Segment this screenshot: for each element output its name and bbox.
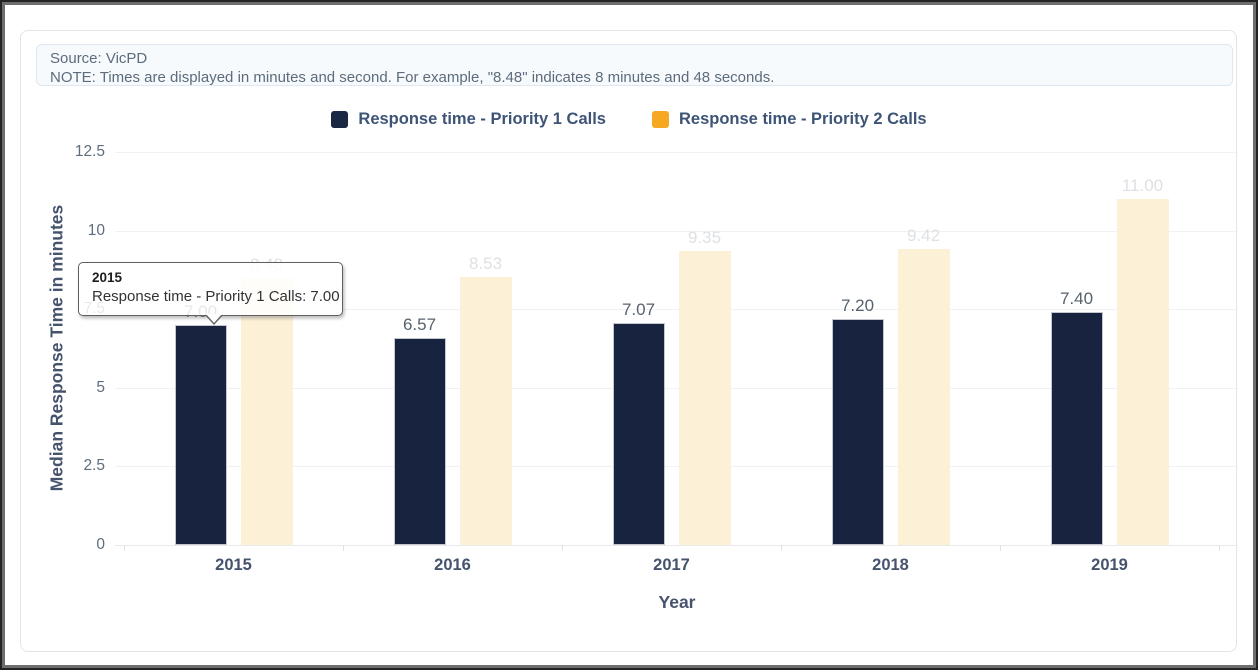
x-axis-tick [1219,545,1220,551]
y-axis-tick-label: 12.5 [74,143,105,160]
x-axis-category-label[interactable]: 2015 [215,556,252,574]
source-note-box: Source: VicPD NOTE: Times are displayed … [36,44,1233,86]
legend-label-priority-2: Response time - Priority 2 Calls [679,109,927,128]
x-axis-tick [562,545,563,551]
bar-value-label: 9.42 [906,225,941,245]
bar-2016-series-2[interactable] [459,276,512,545]
bar-2019-series-2[interactable] [1116,199,1169,545]
tooltip-title: 2015 [92,270,123,285]
bar-2017-series-1[interactable] [612,322,665,545]
bar-value-label: 7.07 [621,299,656,319]
x-axis-tick [781,545,782,551]
source-line: Source: VicPD [50,50,148,67]
tooltip-caret-icon [206,314,222,323]
y-axis-tick-label: 0 [96,536,105,553]
y-gridline [115,152,1238,153]
note-line: NOTE: Times are displayed in minutes and… [50,69,775,87]
x-axis-category-label[interactable]: 2016 [434,556,471,574]
tooltip-body: Response time - Priority 1 Calls: 7.00 [92,288,340,305]
x-axis-category-label[interactable]: 2018 [872,556,909,574]
x-axis-line [115,545,1238,546]
x-axis-category-label[interactable]: 2019 [1091,556,1128,574]
bar-2018-series-2[interactable] [897,248,950,545]
x-axis-category-label[interactable]: 2017 [653,556,690,574]
chart-legend: Response time - Priority 1 Calls Respons… [0,104,1258,134]
legend-item-priority-1[interactable]: Response time - Priority 1 Calls [331,110,606,129]
y-gridline [115,387,1238,389]
x-axis-title: Year [658,592,696,612]
bar-value-label: 7.20 [840,295,875,315]
bar-2019-series-1[interactable] [1050,312,1103,545]
y-axis-tick-label: 2.5 [83,457,105,475]
x-axis-tick [343,545,344,551]
bar-2015-series-1[interactable] [174,324,227,545]
bar-value-label: 6.57 [402,315,437,335]
tooltip: 2015 Response time - Priority 1 Calls: 7… [78,262,343,325]
y-gridline [115,466,1238,468]
legend-swatch-priority-2-icon [652,110,669,128]
y-axis-tick-label: 5 [96,378,105,396]
bar-value-label: 7.40 [1059,289,1094,309]
bar-value-label: 11.00 [1121,176,1164,196]
bar-2018-series-1[interactable] [831,318,884,545]
bar-2017-series-2[interactable] [678,251,731,545]
legend-swatch-priority-1-icon [331,110,349,128]
y-gridline [115,230,1238,232]
y-axis-title: Median Response Time in minutes [46,204,67,492]
y-axis-tick-label: 10 [87,221,105,239]
legend-item-priority-2[interactable]: Response time - Priority 2 Calls [652,110,927,129]
y-gridline [115,309,1238,311]
legend-label-priority-1: Response time - Priority 1 Calls [358,109,606,128]
bar-value-label: 8.53 [468,253,503,273]
bar-value-label: 9.35 [687,228,722,248]
x-axis-tick [1000,545,1001,551]
x-axis-tick [124,545,125,551]
bar-2015-series-2[interactable] [240,278,293,545]
bar-2016-series-1[interactable] [393,338,446,545]
